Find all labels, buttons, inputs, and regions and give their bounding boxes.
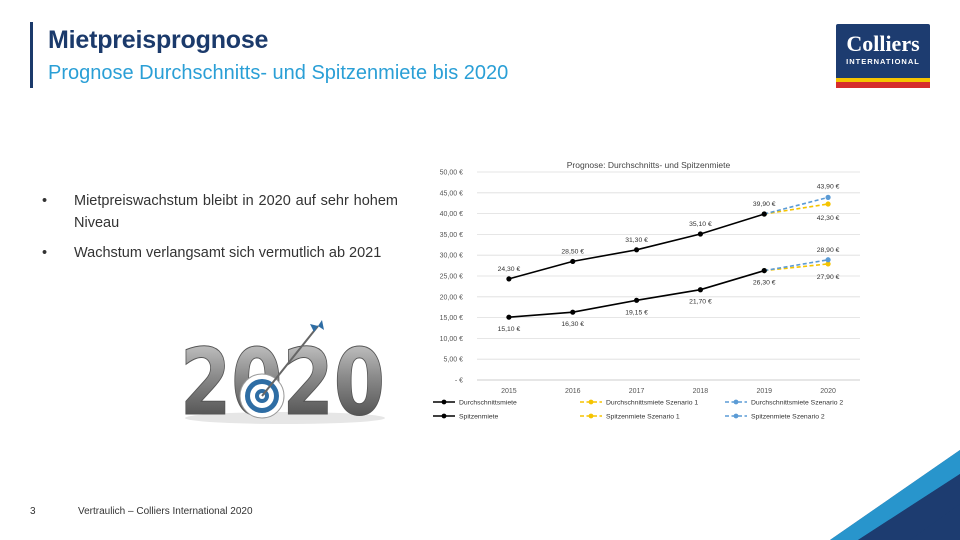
y-tick-label: - € (455, 378, 463, 385)
y-tick-label: 45,00 € (440, 190, 463, 197)
title-accent-bar (30, 22, 33, 88)
data-point (570, 309, 576, 315)
dart-icon (261, 320, 324, 397)
legend-label: Spitzenmiete Szenario 2 (751, 414, 825, 421)
legend-marker (441, 399, 447, 405)
logo-red-stripe (836, 82, 930, 88)
legend-marker (441, 413, 447, 419)
legend-label: Spitzenmiete (459, 414, 499, 421)
corner-decoration (830, 450, 960, 540)
bullet-item: • Mietpreiswachstum bleibt in 2020 auf s… (40, 190, 398, 234)
series-line (764, 203, 829, 215)
y-tick-label: 50,00 € (440, 170, 463, 177)
page-number: 3 (30, 506, 36, 517)
chart-title: Prognose: Durchschnitts- und Spitzenmiet… (567, 160, 731, 170)
legend-label: Spitzenmiete Szenario 1 (606, 414, 680, 421)
legend-marker (588, 413, 594, 419)
y-tick-label: 30,00 € (440, 253, 463, 260)
legend-label: Durchschnittsmiete (459, 400, 517, 407)
rent-forecast-chart: Prognose: Durchschnitts- und Spitzenmiet… (433, 160, 860, 421)
data-label: 26,30 € (753, 280, 776, 287)
data-label: 43,90 € (817, 183, 840, 190)
colliers-logo: Colliers INTERNATIONAL (836, 24, 930, 88)
y-tick-label: 10,00 € (440, 336, 463, 343)
data-label: 28,90 € (817, 247, 840, 254)
image-shadow (185, 412, 385, 424)
year-2020-target-image: 2020 (180, 320, 386, 428)
y-tick-label: 15,00 € (440, 315, 463, 322)
legend-marker (588, 399, 594, 405)
data-label: 35,10 € (689, 221, 712, 228)
x-tick-label: 2018 (693, 388, 709, 395)
series-line (764, 196, 829, 215)
series-line (508, 213, 765, 280)
bullet-text: Wachstum verlangsamt sich vermutlich ab … (74, 245, 382, 261)
y-tick-label: 5,00 € (444, 357, 464, 364)
data-point (825, 201, 831, 207)
bullet-marker: • (42, 193, 48, 209)
data-point (697, 231, 704, 237)
legend-marker (733, 399, 739, 405)
bullet-text: Mietpreiswachstum bleibt in 2020 auf seh… (74, 193, 398, 231)
legend-label: Durchschnittsmiete Szenario 1 (606, 400, 698, 407)
y-tick-label: 20,00 € (440, 294, 463, 301)
data-label: 21,70 € (689, 299, 712, 306)
y-tick-label: 25,00 € (440, 274, 463, 281)
legend-label: Durchschnittsmiete Szenario 2 (751, 400, 843, 407)
y-tick-label: 40,00 € (440, 211, 463, 218)
legend-marker (733, 413, 739, 419)
footer-confidential: Vertraulich – Colliers International 202… (78, 506, 253, 517)
year-text: 2020 (180, 329, 385, 428)
data-label: 16,30 € (561, 321, 584, 328)
bullet-item: • Wachstum verlangsamt sich vermutlich a… (40, 242, 398, 264)
x-tick-label: 2015 (501, 388, 517, 395)
data-label: 24,30 € (498, 266, 521, 273)
logo-background (836, 24, 930, 78)
x-tick-label: 2019 (756, 388, 772, 395)
data-point (506, 276, 512, 282)
series-line (764, 263, 829, 272)
page-title: Mietpreisprognose (48, 26, 269, 54)
data-label: 28,50 € (561, 248, 584, 255)
data-point (570, 258, 576, 265)
x-tick-label: 2016 (565, 388, 581, 395)
data-label: 39,90 € (753, 201, 776, 208)
data-point (825, 257, 831, 263)
data-label: 42,30 € (817, 215, 840, 222)
data-label: 31,30 € (625, 237, 648, 244)
data-point (825, 261, 831, 267)
logo-name: Colliers (846, 31, 920, 56)
bullet-list: • Mietpreiswachstum bleibt in 2020 auf s… (40, 190, 398, 272)
data-point (825, 194, 831, 200)
logo-yellow-stripe (836, 78, 930, 82)
logo-subtitle: INTERNATIONAL (846, 57, 920, 66)
x-tick-label: 2017 (629, 388, 645, 395)
data-label: 15,10 € (498, 326, 521, 333)
page-subtitle: Prognose Durchschnitts- und Spitzenmiete… (48, 62, 509, 84)
series-line (764, 259, 829, 272)
data-point (761, 211, 767, 217)
x-tick-label: 2020 (820, 388, 836, 395)
data-point (633, 297, 640, 303)
data-point (633, 247, 640, 253)
data-label: 27,90 € (817, 274, 840, 281)
data-point (697, 287, 704, 293)
data-point (506, 314, 512, 320)
y-tick-label: 35,00 € (440, 232, 463, 239)
data-point (761, 267, 767, 274)
bullet-marker: • (42, 245, 48, 261)
data-label: 19,15 € (625, 309, 648, 316)
